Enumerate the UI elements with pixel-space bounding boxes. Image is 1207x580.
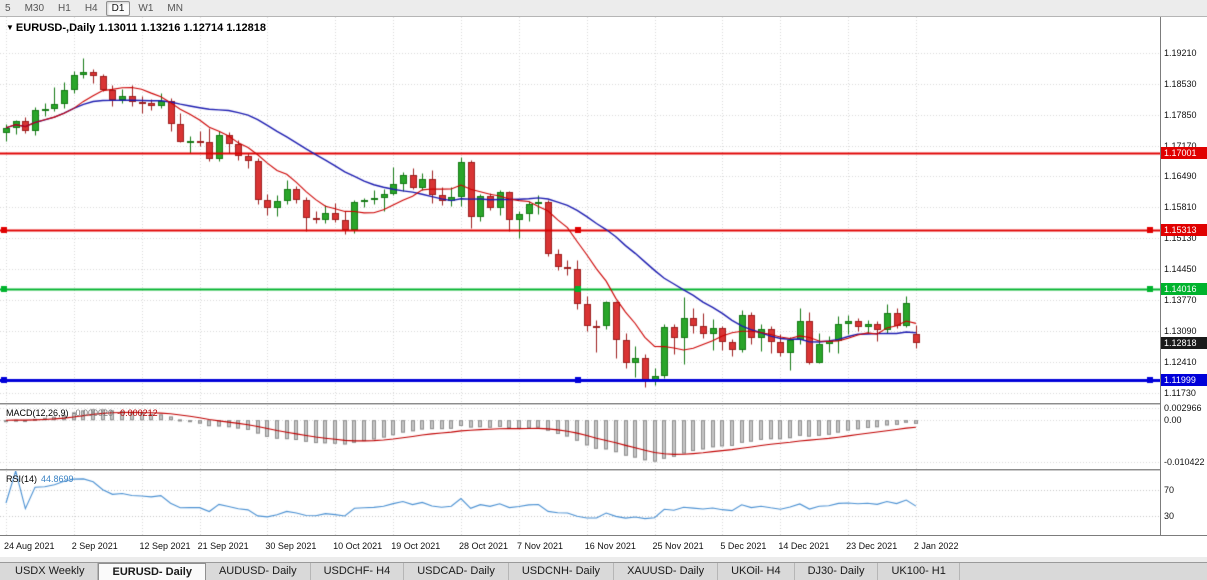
axis-tick-label: 1.17850 (1164, 109, 1197, 120)
date-tick-label: 5 Dec 2021 (720, 541, 767, 551)
timeframe-button-m30[interactable]: M30 (24, 2, 45, 14)
tab-dj30-daily[interactable]: DJ30- Daily (795, 563, 879, 580)
axis-tick-label: 0.00 (1164, 415, 1182, 426)
axis-tick-label: 1.15130 (1164, 233, 1197, 244)
tab-eurusd-daily[interactable]: EURUSD- Daily (98, 563, 206, 580)
timeframe-button-mn[interactable]: MN (167, 2, 183, 14)
chart-tabs-bar: USDX Weekly EURUSD- Daily AUDUSD- Daily USD… (0, 562, 1207, 580)
price-line-badge: 1.17001 (1161, 147, 1207, 160)
rsi-name: RSI(14) (6, 474, 38, 484)
price-line-badge: 1.15313 (1161, 223, 1207, 236)
timeframe-button-h1[interactable]: H1 (58, 2, 71, 14)
tab-usdcad-daily[interactable]: USDCAD- Daily (404, 563, 509, 580)
chart-dropdown-arrow-icon[interactable]: ▼ (6, 23, 14, 32)
date-tick-label: 21 Sep 2021 (197, 541, 249, 551)
price-axis[interactable]: 1.19210 1.18530 1.17850 1.17170 1.16490 1.158… (1160, 17, 1207, 535)
chart-title: ▼ EURUSD-,Daily 1.13011 1.13216 1.12714 1.… (6, 22, 269, 34)
date-tick-label: 2 Jan 2022 (913, 541, 959, 551)
chart-ohlc-values: 1.13011 1.13216 1.12714 1.12818 (98, 22, 267, 34)
rsi-value: 44.8699 (41, 474, 74, 484)
rsi-panel-canvas[interactable] (0, 471, 1160, 535)
date-tick-label: 30 Sep 2021 (265, 541, 317, 551)
date-tick-label: 2 Sep 2021 (71, 541, 118, 551)
date-tick-label: 24 Aug 2021 (4, 541, 55, 551)
macd-main-value: -0.000020 (72, 408, 114, 418)
axis-tick-label: 1.16490 (1164, 171, 1197, 182)
timeframe-button-5[interactable]: 5 (5, 2, 11, 14)
axis-tick-label: 1.11730 (1164, 387, 1196, 398)
date-tick-label: 25 Nov 2021 (652, 541, 704, 551)
tab-usdchf-h4[interactable]: USDCHF- H4 (311, 563, 405, 580)
tab-usdx-weekly[interactable]: USDX Weekly (2, 563, 99, 580)
axis-tick-label: 1.12410 (1164, 356, 1197, 367)
price-line-badge: 1.12818 (1161, 337, 1207, 350)
tab-usdcnh-daily[interactable]: USDCNH- Daily (509, 563, 615, 580)
axis-tick-label: 1.15810 (1164, 202, 1197, 213)
axis-tick-label: 1.13770 (1164, 294, 1197, 305)
axis-tick-label: 1.14450 (1164, 264, 1197, 275)
date-tick-label: 14 Dec 2021 (778, 541, 830, 551)
axis-tick-label: 70 (1164, 485, 1175, 496)
axis-tick-label: 1.17170 (1164, 140, 1197, 151)
macd-label: MACD(12,26,9) -0.000020 -0.000212 (6, 408, 162, 418)
date-tick-label: 16 Nov 2021 (584, 541, 636, 551)
tab-xauusd-daily[interactable]: XAUUSD- Daily (614, 563, 719, 580)
axis-tick-label: 1.19210 (1164, 47, 1197, 58)
axis-tick-label: 30 (1164, 510, 1175, 521)
tab-audusd-daily[interactable]: AUDUSD- Daily (206, 563, 311, 580)
date-tick-label: 12 Sep 2021 (139, 541, 191, 551)
axis-tick-label: 1.13090 (1164, 325, 1197, 336)
price-line-badge: 1.14016 (1161, 282, 1207, 295)
tab-ukoil-h4[interactable]: UKOil- H4 (718, 563, 795, 580)
date-tick-label: 23 Dec 2021 (846, 541, 898, 551)
chart-area: ▼ EURUSD-,Daily 1.13011 1.13216 1.12714 1.… (0, 17, 1207, 557)
axis-tick-label: -0.010422 (1164, 456, 1205, 467)
timeframe-toolbar: 5 M30 H1 H4 D1 W1 MN (0, 0, 1207, 17)
timeframe-button-h4[interactable]: H4 (84, 2, 98, 14)
panel-divider[interactable] (0, 403, 1207, 405)
date-tick-label: 10 Oct 2021 (333, 541, 383, 551)
rsi-label: RSI(14) 44.8699 (6, 474, 78, 484)
date-tick-label: 19 Oct 2021 (391, 541, 441, 551)
axis-tick-label: 1.18530 (1164, 78, 1197, 89)
panel-divider[interactable] (0, 469, 1207, 471)
timeframe-button-w1[interactable]: W1 (138, 2, 154, 14)
date-tick-label: 28 Oct 2021 (458, 541, 508, 551)
price-chart-canvas[interactable] (0, 17, 1160, 403)
date-axis[interactable]: 24 Aug 2021 2 Sep 2021 12 Sep 2021 21 Sep 2… (0, 535, 1207, 557)
macd-signal-value: -0.000212 (117, 408, 158, 418)
price-line-badge: 1.11999 (1161, 374, 1207, 387)
macd-panel-canvas[interactable] (0, 405, 1160, 469)
tab-uk100-h1[interactable]: UK100- H1 (878, 563, 960, 580)
chart-symbol-label: EURUSD-,Daily (15, 22, 96, 34)
axis-tick-label: 0.002966 (1164, 403, 1202, 414)
macd-name: MACD(12,26,9) (6, 408, 69, 418)
date-tick-label: 7 Nov 2021 (517, 541, 564, 551)
timeframe-button-d1[interactable]: D1 (105, 0, 131, 16)
